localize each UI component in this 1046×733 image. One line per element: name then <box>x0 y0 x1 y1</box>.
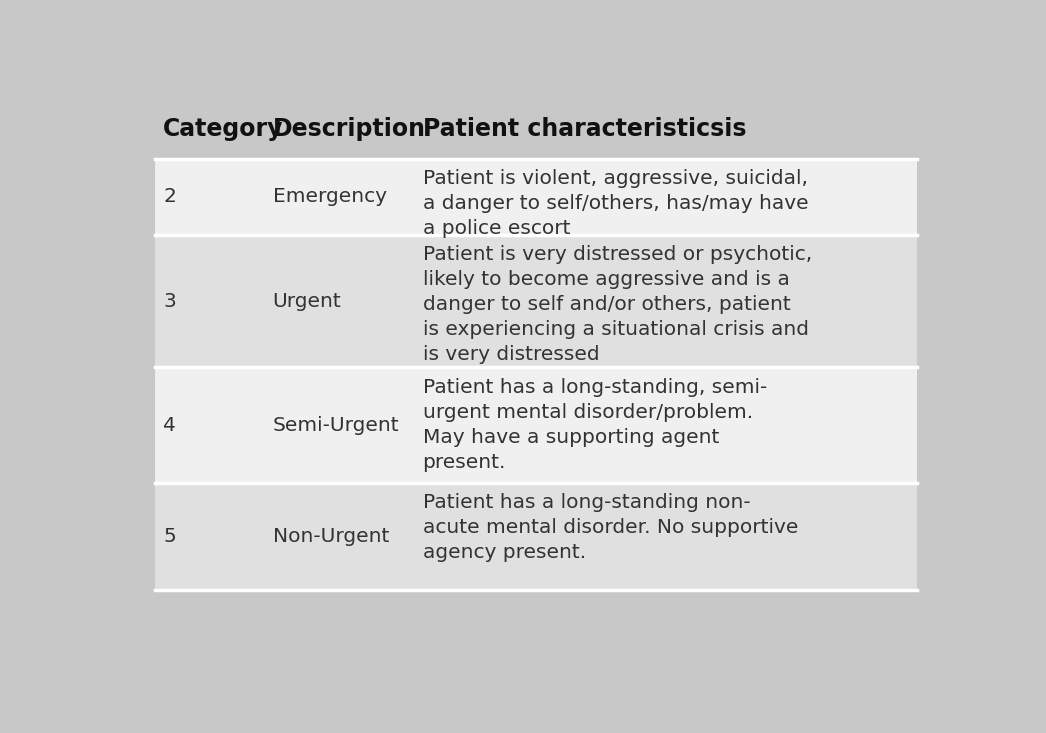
Text: 2: 2 <box>163 187 176 206</box>
Bar <box>155 367 917 483</box>
Bar <box>155 158 917 235</box>
Text: Patient has a long-standing, semi-
urgent mental disorder/problem.
May have a su: Patient has a long-standing, semi- urgen… <box>423 377 767 471</box>
Text: Patient is violent, aggressive, suicidal,
a danger to self/others, has/may have
: Patient is violent, aggressive, suicidal… <box>423 169 809 237</box>
Text: Emergency: Emergency <box>273 187 387 206</box>
Text: 5: 5 <box>163 527 176 546</box>
Bar <box>155 99 917 158</box>
Text: 4: 4 <box>163 416 176 435</box>
Text: Patient has a long-standing non-
acute mental disorder. No supportive
agency pre: Patient has a long-standing non- acute m… <box>423 493 798 562</box>
Text: Semi-Urgent: Semi-Urgent <box>273 416 400 435</box>
Text: Patient is very distressed or psychotic,
likely to become aggressive and is a
da: Patient is very distressed or psychotic,… <box>423 245 812 364</box>
Text: Category: Category <box>163 117 283 141</box>
Text: Patient characteristicsis: Patient characteristicsis <box>423 117 746 141</box>
Text: Non-Urgent: Non-Urgent <box>273 527 389 546</box>
Bar <box>155 483 917 590</box>
Text: Urgent: Urgent <box>273 292 341 311</box>
Bar <box>155 235 917 367</box>
Text: Description: Description <box>273 117 426 141</box>
Text: 3: 3 <box>163 292 176 311</box>
